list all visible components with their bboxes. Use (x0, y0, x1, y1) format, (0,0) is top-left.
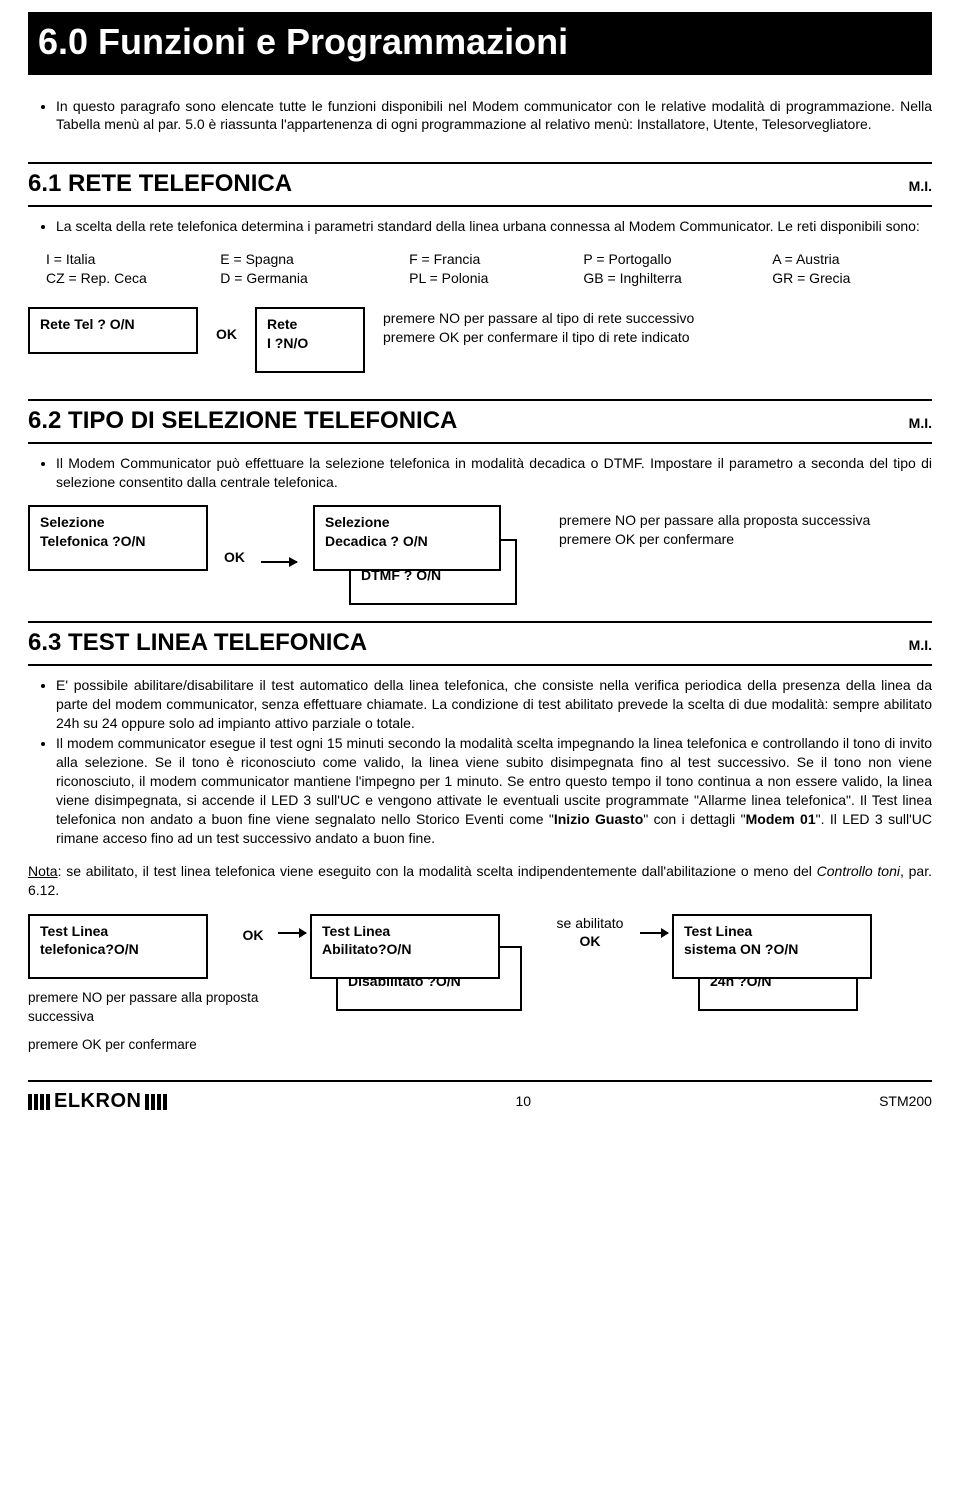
s61-box2-line2: I ?N/O (267, 334, 353, 353)
s62-hint1: premere NO per passare alla proposta suc… (559, 511, 870, 530)
logo-bars-icon (145, 1094, 167, 1110)
logo-bars-icon (28, 1094, 50, 1110)
s63-col1: Test Linea telefonica?O/N premere NO per… (28, 914, 228, 1054)
line: Test Linea (322, 922, 488, 941)
s61-box-rete-i: Rete I ?N/O (255, 307, 365, 373)
s63-note: Nota: se abilitato, il test linea telefo… (28, 862, 932, 900)
s62-flow: Selezione Telefonica ?O/N OK Selezione D… (28, 505, 932, 597)
s63-bullet2: Il modem communicator esegue il test ogn… (56, 734, 932, 847)
arrow-col (278, 914, 310, 934)
countries-grid: I = Italia CZ = Rep. Ceca E = Spagna D =… (46, 250, 932, 288)
line: Abilitato?O/N (322, 940, 488, 959)
country-item: P = Portogallo (583, 250, 772, 269)
mi-badge: M.I. (909, 177, 932, 196)
ok-label: OK (216, 325, 237, 344)
s62-hints: premere NO per passare alla proposta suc… (559, 511, 870, 549)
chapter-title-banner: 6.0 Funzioni e Programmazioni (28, 12, 932, 75)
mi-badge: M.I. (909, 636, 932, 655)
s63-below1: premere NO per passare alla proposta suc… (28, 989, 288, 1025)
country-col-4: P = Portogallo GB = Inghilterra (583, 250, 772, 288)
arrow-icon (261, 561, 297, 563)
s62-box2-line2: Decadica ? O/N (325, 532, 489, 551)
country-item: CZ = Rep. Ceca (46, 269, 220, 288)
ok-label: OK (228, 914, 278, 945)
s61-flow: Rete Tel ? O/N OK Rete I ?N/O premere NO… (28, 307, 932, 373)
s63-b2-bold2: Modem 01 (746, 811, 816, 827)
s61-bullets: La scelta della rete telefonica determin… (36, 217, 932, 236)
note-text-a: : se abilitato, il test linea telefonica… (58, 863, 817, 879)
arrow-icon (640, 932, 668, 934)
section-6-1-heading: 6.1 RETE TELEFONICA M.I. (28, 162, 932, 206)
se-abilitato-col: se abilitato OK (540, 914, 640, 952)
intro-bullet: In questo paragrafo sono elencate tutte … (56, 97, 932, 135)
mi-badge: M.I. (909, 414, 932, 433)
country-item: I = Italia (46, 250, 220, 269)
page-footer: ELKRON 10 STM200 (28, 1080, 932, 1125)
note-label: Nota (28, 863, 58, 879)
country-item: PL = Polonia (409, 269, 583, 288)
s63-below-notes: premere NO per passare alla proposta suc… (28, 989, 288, 1054)
s62-box2-line1: Selezione (325, 513, 489, 532)
s61-hints: premere NO per passare al tipo di rete s… (383, 309, 932, 347)
ok-label: OK (580, 933, 601, 949)
s61-bullet: La scelta della rete telefonica determin… (56, 217, 932, 236)
s62-bullets: Il Modem Communicator può effettuare la … (36, 454, 932, 492)
country-col-1: I = Italia CZ = Rep. Ceca (46, 250, 220, 288)
country-item: D = Germania (220, 269, 409, 288)
s62-box-decadica: Selezione Decadica ? O/N (313, 505, 501, 571)
s63-box1-line2: telefonica?O/N (40, 940, 196, 959)
s63-bullet1: E' possibile abilitare/disabilitare il t… (56, 676, 932, 733)
s63-stack-abilitato: Test Linea Abilitato?O/N Test Linea Disa… (310, 914, 530, 1006)
s63-box-sistema-on: Test Linea sistema ON ?O/N (672, 914, 872, 980)
arrow-col (640, 914, 672, 934)
ok-label: OK (224, 548, 245, 567)
s61-box-rete-tel: Rete Tel ? O/N (28, 307, 198, 354)
s61-hint1: premere NO per passare al tipo di rete s… (383, 309, 932, 328)
section-6-2-heading: 6.2 TIPO DI SELEZIONE TELEFONICA M.I. (28, 399, 932, 443)
s63-col2: Test Linea Abilitato?O/N Test Linea Disa… (310, 914, 540, 1006)
section-6-3-heading: 6.3 TEST LINEA TELEFONICA M.I. (28, 621, 932, 665)
brand-logo: ELKRON (28, 1088, 167, 1115)
s63-box-test-linea-tel: Test Linea telefonica?O/N (28, 914, 208, 980)
se-abilitato-label: se abilitato (540, 914, 640, 933)
country-col-2: E = Spagna D = Germania (220, 250, 409, 288)
s61-box2-line1: Rete (267, 315, 353, 334)
country-item: A = Austria (772, 250, 932, 269)
s62-bullet: Il Modem Communicator può effettuare la … (56, 454, 932, 492)
s63-below2: premere OK per confermare (28, 1036, 288, 1054)
country-item: F = Francia (409, 250, 583, 269)
s61-hint2: premere OK per confermare il tipo di ret… (383, 328, 932, 347)
line: Test Linea (684, 922, 860, 941)
s63-stack-sistema: Test Linea sistema ON ?O/N Test Linea 24… (672, 914, 892, 1006)
page-number: 10 (515, 1092, 531, 1111)
section-6-2-title: 6.2 TIPO DI SELEZIONE TELEFONICA (28, 405, 457, 437)
s62-stack: Selezione Decadica ? O/N Selezione DTMF … (313, 505, 543, 597)
note-italic: Controllo toni (817, 863, 900, 879)
s62-box1-line1: Selezione (40, 513, 196, 532)
s63-box-abilitato: Test Linea Abilitato?O/N (310, 914, 500, 980)
s63-box1-line1: Test Linea (40, 922, 196, 941)
s62-hint2: premere OK per confermare (559, 530, 870, 549)
intro-list: In questo paragrafo sono elencate tutte … (36, 97, 932, 135)
model-code: STM200 (879, 1092, 932, 1111)
country-item: E = Spagna (220, 250, 409, 269)
s63-bullets: E' possibile abilitare/disabilitare il t… (36, 676, 932, 848)
section-6-1-title: 6.1 RETE TELEFONICA (28, 168, 292, 200)
arrow-icon (278, 932, 306, 934)
s63-col3: Test Linea sistema ON ?O/N Test Linea 24… (672, 914, 902, 1006)
section-6-3-title: 6.3 TEST LINEA TELEFONICA (28, 627, 367, 659)
s63-b2-mid: " con i dettagli " (643, 811, 745, 827)
brand-name: ELKRON (54, 1088, 141, 1115)
s63-flow: Test Linea telefonica?O/N premere NO per… (28, 914, 932, 1054)
country-item: GB = Inghilterra (583, 269, 772, 288)
country-col-3: F = Francia PL = Polonia (409, 250, 583, 288)
s63-b2-bold1: Inizio Guasto (554, 811, 643, 827)
s62-box1-line2: Telefonica ?O/N (40, 532, 196, 551)
s62-box-selezione-tel: Selezione Telefonica ?O/N (28, 505, 208, 571)
country-col-5: A = Austria GR = Grecia (772, 250, 932, 288)
line: sistema ON ?O/N (684, 940, 860, 959)
country-item: GR = Grecia (772, 269, 932, 288)
